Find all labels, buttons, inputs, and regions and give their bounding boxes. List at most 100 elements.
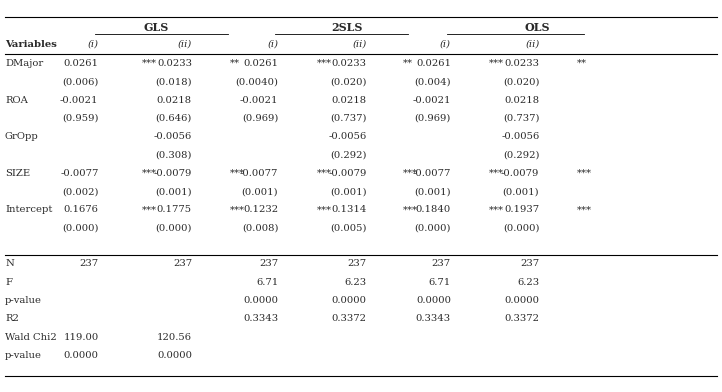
Text: ***: *** — [142, 169, 157, 178]
Text: -0.0077: -0.0077 — [412, 169, 451, 178]
Text: -0.0021: -0.0021 — [412, 96, 451, 105]
Text: 0.0233: 0.0233 — [505, 59, 539, 68]
Text: 2SLS: 2SLS — [331, 22, 362, 33]
Text: F: F — [5, 278, 12, 287]
Text: 0.1775: 0.1775 — [157, 205, 192, 214]
Text: 6.23: 6.23 — [344, 278, 367, 287]
Text: ***: *** — [489, 169, 504, 178]
Text: 0.0218: 0.0218 — [157, 96, 192, 105]
Text: 6.23: 6.23 — [517, 278, 539, 287]
Text: 0.1314: 0.1314 — [331, 205, 367, 214]
Text: 0.1840: 0.1840 — [416, 205, 451, 214]
Text: -0.0056: -0.0056 — [329, 132, 367, 141]
Text: (0.000): (0.000) — [155, 224, 192, 233]
Text: 237: 237 — [79, 260, 98, 269]
Text: **: ** — [403, 59, 413, 68]
Text: ***: *** — [142, 59, 157, 68]
Text: GrOpp: GrOpp — [5, 132, 39, 141]
Text: 0.0000: 0.0000 — [416, 296, 451, 305]
Text: 0.1937: 0.1937 — [504, 205, 539, 214]
Text: ***: *** — [316, 59, 331, 68]
Text: (i): (i) — [87, 40, 98, 49]
Text: (0.020): (0.020) — [330, 77, 367, 86]
Text: (0.969): (0.969) — [242, 114, 278, 123]
Text: SIZE: SIZE — [5, 169, 30, 178]
Text: (0.000): (0.000) — [414, 224, 451, 233]
Text: 0.0000: 0.0000 — [505, 296, 539, 305]
Text: R2: R2 — [5, 314, 19, 323]
Text: 0.3343: 0.3343 — [243, 314, 278, 323]
Text: ***: *** — [230, 169, 245, 178]
Text: 0.1232: 0.1232 — [243, 205, 278, 214]
Text: 0.0000: 0.0000 — [331, 296, 367, 305]
Text: (0.000): (0.000) — [62, 224, 98, 233]
Text: -0.0079: -0.0079 — [329, 169, 367, 178]
Text: 0.0000: 0.0000 — [64, 351, 98, 360]
Text: (0.001): (0.001) — [242, 187, 278, 196]
Text: -0.0056: -0.0056 — [154, 132, 192, 141]
Text: (0.005): (0.005) — [330, 224, 367, 233]
Text: (0.959): (0.959) — [62, 114, 98, 123]
Text: 0.0218: 0.0218 — [504, 96, 539, 105]
Text: 0.0261: 0.0261 — [416, 59, 451, 68]
Text: (0.004): (0.004) — [414, 77, 451, 86]
Text: Variables: Variables — [5, 40, 57, 49]
Text: 0.3343: 0.3343 — [416, 314, 451, 323]
Text: 0.0233: 0.0233 — [331, 59, 367, 68]
Text: (0.308): (0.308) — [155, 151, 192, 160]
Text: 237: 237 — [173, 260, 192, 269]
Text: ***: *** — [577, 205, 592, 214]
Text: 237: 237 — [347, 260, 367, 269]
Text: ***: *** — [577, 169, 592, 178]
Text: -0.0079: -0.0079 — [501, 169, 539, 178]
Text: (0.646): (0.646) — [156, 114, 192, 123]
Text: **: ** — [230, 59, 240, 68]
Text: p-value: p-value — [5, 351, 42, 360]
Text: (i): (i) — [267, 40, 278, 49]
Text: (0.737): (0.737) — [330, 114, 367, 123]
Text: (0.001): (0.001) — [503, 187, 539, 196]
Text: (i): (i) — [440, 40, 451, 49]
Text: 0.0261: 0.0261 — [243, 59, 278, 68]
Text: ***: *** — [316, 205, 331, 214]
Text: 0.0218: 0.0218 — [331, 96, 367, 105]
Text: ***: *** — [489, 59, 504, 68]
Text: ***: *** — [142, 205, 157, 214]
Text: (0.001): (0.001) — [330, 187, 367, 196]
Text: p-value: p-value — [5, 296, 42, 305]
Text: (ii): (ii) — [525, 40, 539, 49]
Text: ***: *** — [230, 205, 245, 214]
Text: 0.0000: 0.0000 — [157, 351, 192, 360]
Text: ROA: ROA — [5, 96, 28, 105]
Text: -0.0056: -0.0056 — [501, 132, 539, 141]
Text: OLS: OLS — [524, 22, 550, 33]
Text: -0.0077: -0.0077 — [240, 169, 278, 178]
Text: (0.0040): (0.0040) — [235, 77, 278, 86]
Text: 0.1676: 0.1676 — [64, 205, 98, 214]
Text: (0.000): (0.000) — [503, 224, 539, 233]
Text: 0.0233: 0.0233 — [157, 59, 192, 68]
Text: (ii): (ii) — [352, 40, 367, 49]
Text: -0.0079: -0.0079 — [154, 169, 192, 178]
Text: 0.3372: 0.3372 — [331, 314, 367, 323]
Text: -0.0077: -0.0077 — [60, 169, 98, 178]
Text: 0.3372: 0.3372 — [505, 314, 539, 323]
Text: -0.0021: -0.0021 — [240, 96, 278, 105]
Text: 0.0261: 0.0261 — [64, 59, 98, 68]
Text: (0.969): (0.969) — [414, 114, 451, 123]
Text: ***: *** — [316, 169, 331, 178]
Text: 237: 237 — [432, 260, 451, 269]
Text: 119.00: 119.00 — [64, 332, 98, 341]
Text: (0.292): (0.292) — [330, 151, 367, 160]
Text: 0.0000: 0.0000 — [243, 296, 278, 305]
Text: -0.0021: -0.0021 — [60, 96, 98, 105]
Text: (ii): (ii) — [178, 40, 192, 49]
Text: (0.006): (0.006) — [62, 77, 98, 86]
Text: (0.002): (0.002) — [62, 187, 98, 196]
Text: ***: *** — [403, 205, 418, 214]
Text: (0.737): (0.737) — [503, 114, 539, 123]
Text: DMajor: DMajor — [5, 59, 43, 68]
Text: GLS: GLS — [144, 22, 169, 33]
Text: (0.008): (0.008) — [242, 224, 278, 233]
Text: ***: *** — [403, 169, 418, 178]
